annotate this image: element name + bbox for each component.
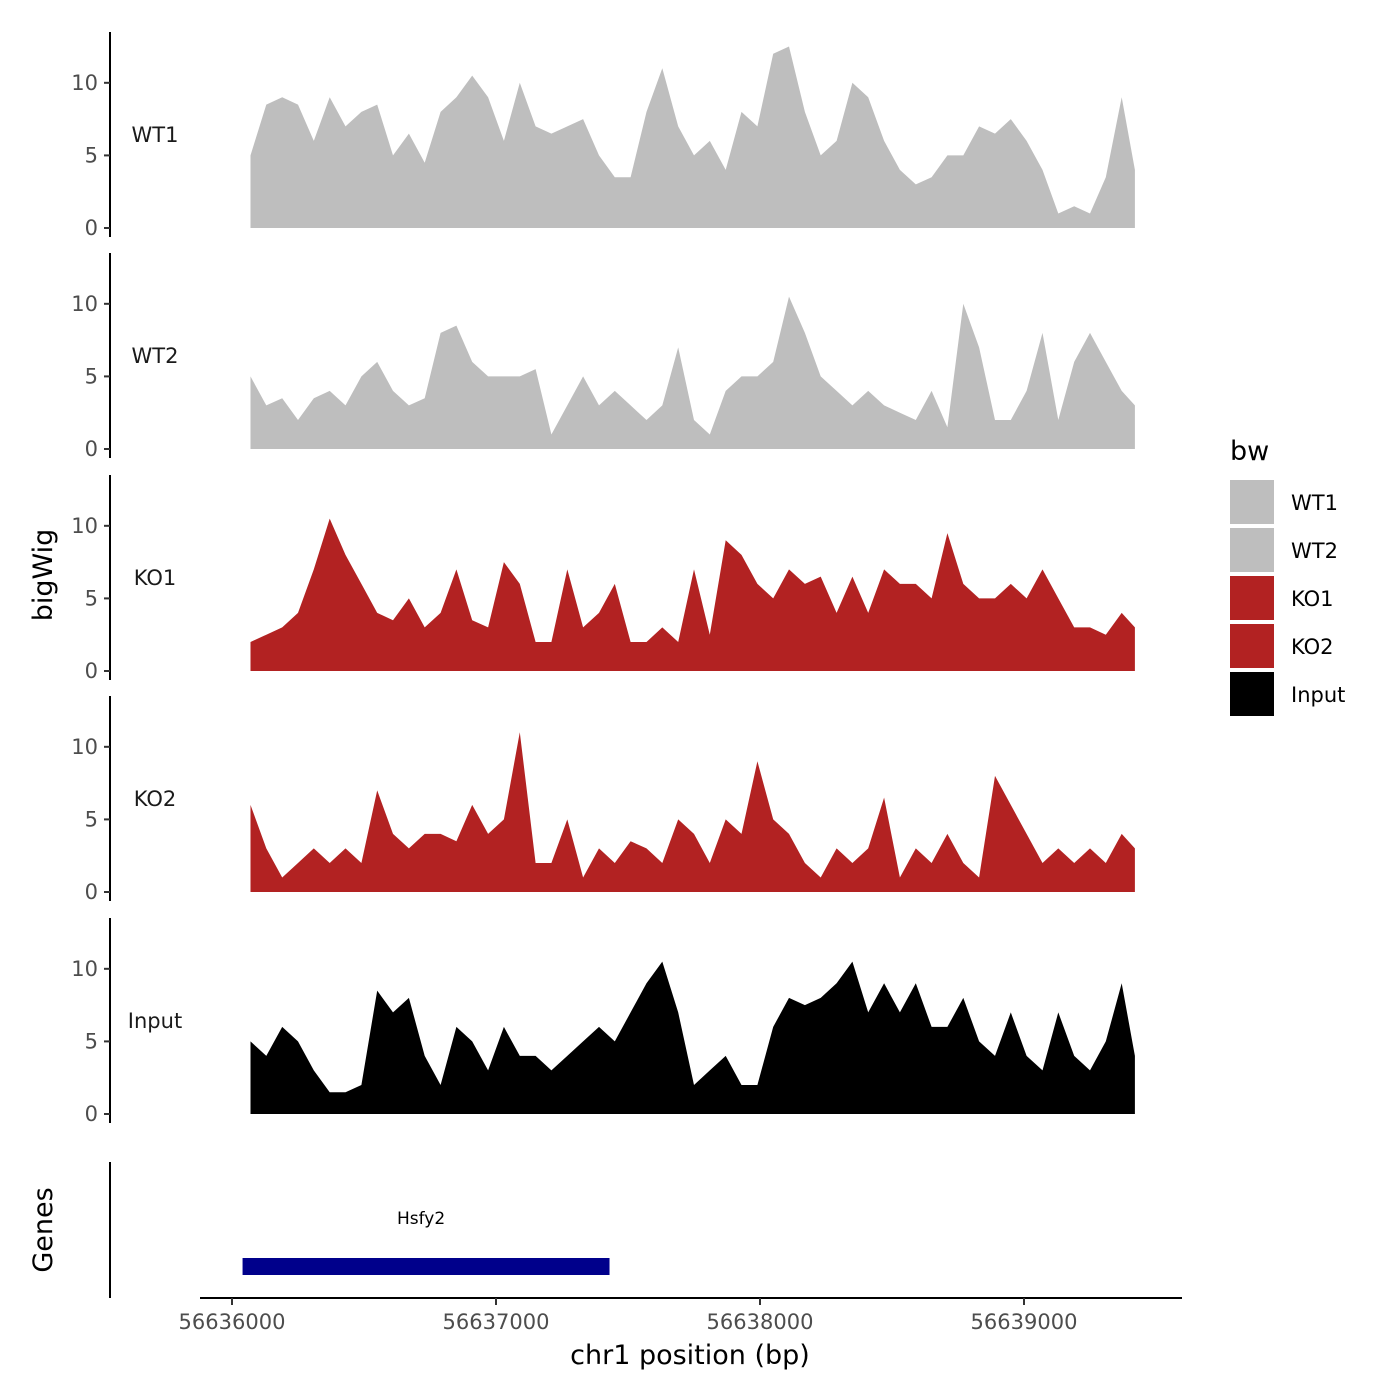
x-ticks: 56636000 56637000 56638000 56639000 — [179, 1298, 1078, 1334]
panel-ko2: 0 5 10 KO2 — [71, 696, 1135, 904]
panel-wt2: 0 5 10 WT2 — [71, 253, 1135, 461]
y-tick-label: 5 — [85, 807, 98, 831]
y-tick-label: 5 — [85, 143, 98, 167]
y-tick-label: 5 — [85, 586, 98, 610]
legend-label-input: Input — [1291, 683, 1345, 707]
x-tick-label: 56639000 — [971, 1310, 1078, 1334]
y-tick-label: 10 — [71, 735, 98, 759]
genes-axis-title: Genes — [28, 1187, 59, 1272]
y-tick-label: 10 — [71, 514, 98, 538]
y-tick-label: 10 — [71, 71, 98, 95]
gene-marks: Hsfy2 — [242, 1209, 610, 1275]
x-tick-label: 56636000 — [179, 1310, 286, 1334]
y-tick-label: 10 — [71, 292, 98, 316]
gene-bar-hsfy2 — [242, 1258, 610, 1275]
legend-swatch-ko1 — [1230, 576, 1274, 620]
panel-wt1: 0 5 10 WT1 — [71, 32, 1135, 240]
legend-swatch-wt1 — [1230, 480, 1274, 524]
panel-ko1: 0 5 10 KO1 — [71, 475, 1135, 683]
legend-swatch-ko2 — [1230, 624, 1274, 668]
legend-label-ko1: KO1 — [1291, 587, 1334, 611]
x-axis-title: chr1 position (bp) — [570, 1340, 810, 1371]
track-label-ko1: KO1 — [134, 566, 177, 590]
track-label-ko2: KO2 — [134, 787, 177, 811]
bigwig-panels: 0 5 10 WT1 0 5 10 WT2 0 5 10 KO1 0 5 10 KO2 0 5 10 Input — [71, 32, 1135, 1126]
legend-swatch-wt2 — [1230, 528, 1274, 572]
y-tick-label: 0 — [85, 216, 98, 240]
legend-label-wt1: WT1 — [1291, 491, 1338, 515]
y-tick-label: 0 — [85, 437, 98, 461]
legend-title: bw — [1230, 436, 1269, 467]
series-area-ko1 — [250, 518, 1135, 671]
y-tick-label: 5 — [85, 364, 98, 388]
legend-swatch-input — [1230, 672, 1274, 716]
track-label-wt1: WT1 — [132, 123, 179, 147]
x-tick-label: 56637000 — [443, 1310, 550, 1334]
series-area-wt2 — [250, 296, 1135, 449]
panel-input: 0 5 10 Input — [71, 918, 1135, 1126]
y-axis-title: bigWig — [28, 529, 59, 622]
x-tick-label: 56638000 — [707, 1310, 814, 1334]
y-tick-label: 0 — [85, 880, 98, 904]
x-axis: 56636000 56637000 56638000 56639000 chr1 po… — [179, 1297, 1182, 1371]
legend-label-ko2: KO2 — [1291, 635, 1334, 659]
track-label-wt2: WT2 — [132, 344, 179, 368]
genes-panel: Genes Hsfy2 — [28, 1162, 610, 1298]
y-tick-label: 5 — [85, 1029, 98, 1053]
legend-label-wt2: WT2 — [1291, 539, 1338, 563]
series-area-input — [250, 961, 1135, 1114]
track-label-input: Input — [128, 1009, 182, 1033]
gene-label: Hsfy2 — [397, 1209, 445, 1229]
y-tick-label: 0 — [85, 1102, 98, 1126]
y-tick-label: 10 — [71, 957, 98, 981]
y-tick-label: 0 — [85, 659, 98, 683]
series-area-ko2 — [250, 732, 1135, 892]
legend-items: WT1 WT2 KO1 KO2 Input — [1230, 480, 1345, 716]
series-area-wt1 — [250, 46, 1135, 228]
legend: bw WT1 WT2 KO1 KO2 Input — [1230, 436, 1345, 716]
